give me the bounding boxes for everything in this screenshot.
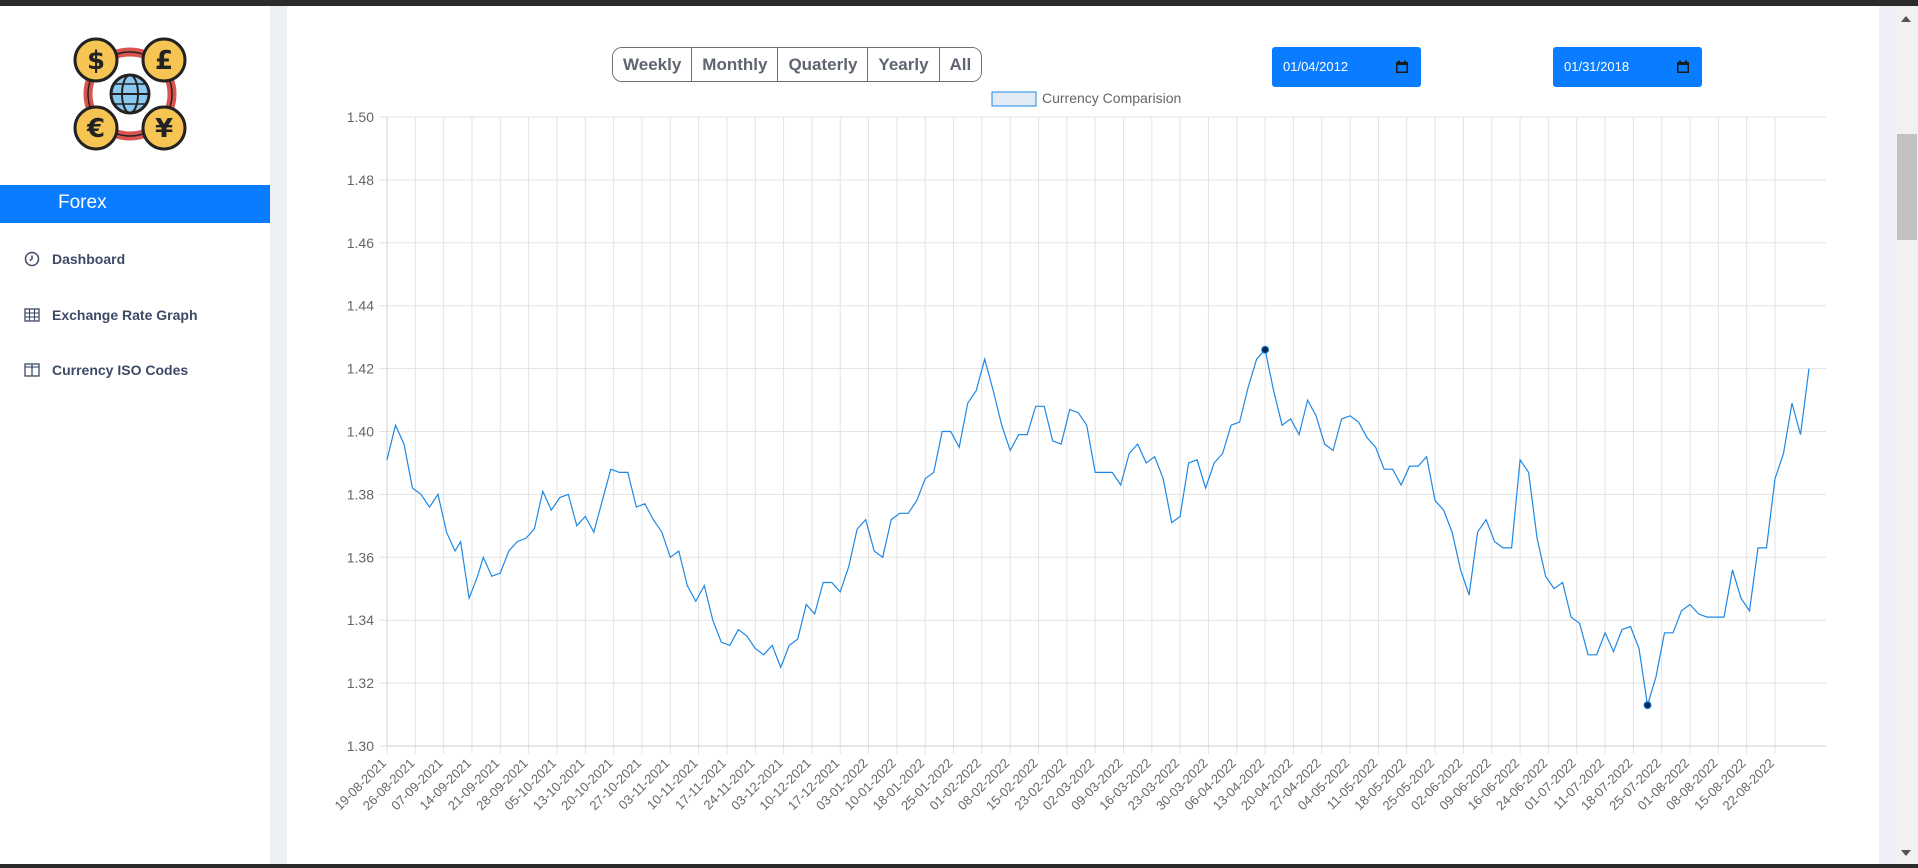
window-bottom-border (0, 864, 1918, 868)
window-top-border (0, 0, 1918, 6)
y-tick-label: 1.32 (347, 675, 374, 691)
content-left-gutter (270, 6, 287, 864)
start-date-input[interactable]: 01/04/2012 (1272, 47, 1421, 87)
scroll-down-arrow[interactable] (1901, 850, 1911, 856)
y-tick-label: 1.38 (347, 486, 374, 502)
logo-yen: ¥ (155, 114, 173, 144)
end-date-input[interactable]: 01/31/2018 (1553, 47, 1702, 87)
y-tick-label: 1.46 (347, 235, 374, 251)
sidebar: $ £ € ¥ Forex Dashboard Exchange Rate Gr… (0, 6, 270, 864)
start-date-value: 01/04/2012 (1283, 59, 1349, 74)
y-tick-label: 1.30 (347, 738, 374, 754)
logo-euro: € (86, 114, 105, 144)
y-tick-label: 1.44 (347, 298, 374, 314)
columns-icon (24, 363, 40, 377)
sidebar-item-currency-iso-codes[interactable]: Currency ISO Codes (24, 358, 188, 382)
y-tick-label: 1.36 (347, 549, 374, 565)
y-tick-label: 1.34 (347, 612, 374, 628)
legend-label: Currency Comparision (1042, 90, 1181, 106)
brand-title: Forex (58, 192, 107, 213)
table-icon (24, 308, 40, 322)
range-button-group: Weekly Monthly Quaterly Yearly All (612, 47, 983, 82)
y-tick-label: 1.50 (347, 109, 374, 125)
range-yearly-button[interactable]: Yearly (868, 48, 940, 81)
range-quarterly-button[interactable]: Quaterly (778, 48, 869, 81)
calendar-icon[interactable] (1676, 60, 1690, 74)
range-weekly-button[interactable]: Weekly (613, 48, 693, 81)
end-date-value: 01/31/2018 (1564, 59, 1630, 74)
series-line (386, 348, 1810, 706)
scroll-up-arrow[interactable] (1901, 16, 1911, 22)
range-all-button[interactable]: All (939, 48, 982, 81)
max-point (1261, 345, 1270, 354)
calendar-icon[interactable] (1395, 60, 1409, 74)
exchange-rate-chart: Currency Comparision 1.50 1.48 1.46 1.44 1.42… (331, 90, 1826, 813)
sidebar-item-exchange-rate-graph[interactable]: Exchange Rate Graph (24, 303, 198, 327)
sidebar-item-label: Dashboard (52, 251, 126, 267)
range-monthly-button[interactable]: Monthly (692, 48, 779, 81)
y-tick-label: 1.40 (347, 424, 374, 440)
legend-swatch (991, 91, 1037, 107)
forex-logo: $ £ € ¥ (73, 37, 187, 151)
sidebar-item-label: Exchange Rate Graph (52, 307, 198, 323)
content-right-gutter (1879, 6, 1896, 864)
sidebar-item-label: Currency ISO Codes (52, 362, 189, 378)
sidebar-item-dashboard[interactable]: Dashboard (24, 247, 125, 271)
logo-dollar: $ (87, 46, 105, 76)
clock-icon (24, 251, 40, 267)
logo-pound: £ (155, 46, 173, 76)
y-tick-label: 1.48 (347, 172, 374, 188)
scrollbar-thumb[interactable] (1897, 134, 1917, 240)
brand-bar[interactable]: Forex (0, 185, 270, 223)
min-point (1643, 701, 1652, 710)
y-tick-label: 1.42 (347, 361, 374, 377)
